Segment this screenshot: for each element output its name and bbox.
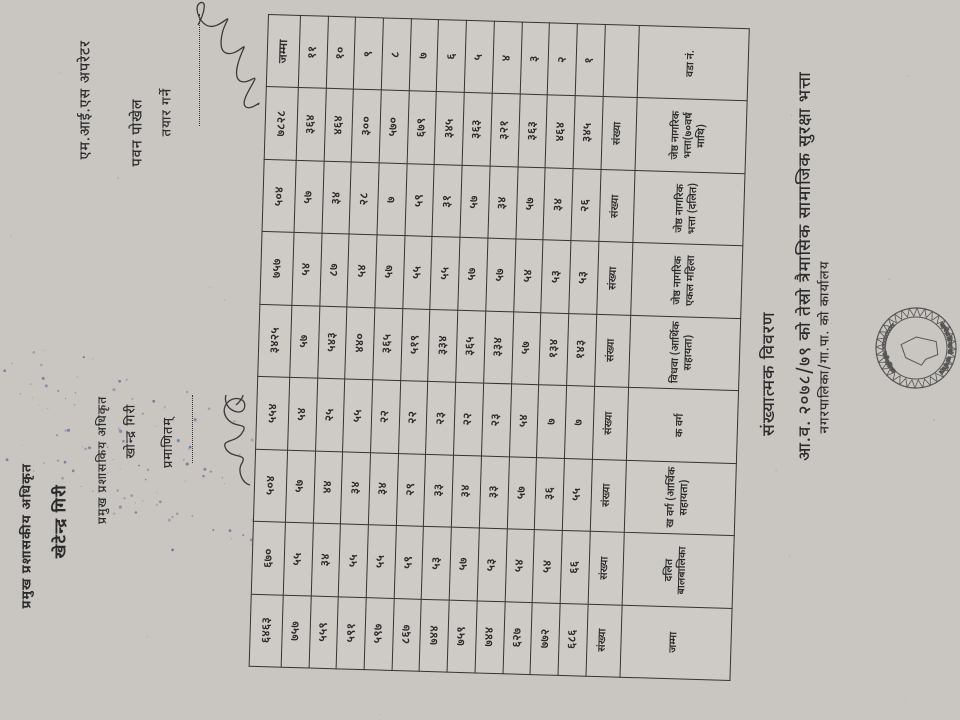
svg-text:कार्यपालिकाको कार्यालय: कार्यपालिकाको कार्यालय	[936, 322, 956, 376]
